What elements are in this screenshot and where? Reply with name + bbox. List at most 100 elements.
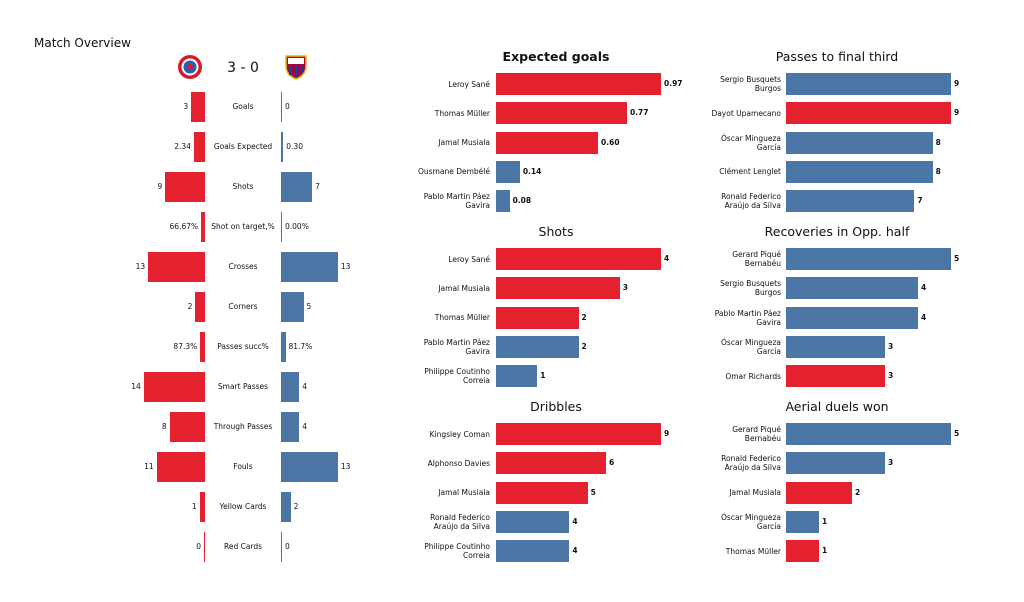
player-name: Óscar Mingueza García <box>721 512 781 531</box>
value-label: 9 <box>664 429 670 438</box>
stat-bar <box>165 172 205 202</box>
player-name: Ronald Federico Araújo da Silva <box>721 454 781 473</box>
stat-value: 3 <box>183 102 189 111</box>
stat-value: 14 <box>131 382 141 391</box>
value-label: 2 <box>581 312 587 322</box>
player-name: Sergio Busquets Burgos <box>720 279 781 298</box>
value-label: 3 <box>888 371 894 381</box>
value-label: 2 <box>581 341 587 351</box>
bar <box>786 131 933 154</box>
stat-value: 66.67% <box>169 222 199 231</box>
stat-bar <box>169 412 205 442</box>
player-name: Leroy Sané <box>448 79 490 89</box>
stat-bar <box>204 532 205 562</box>
player-name: Óscar Mingueza García <box>721 337 781 356</box>
bar <box>496 306 579 329</box>
stat-value: 87.3% <box>173 342 198 351</box>
player-name: Pablo Martin Páez Gavira <box>423 337 490 356</box>
bar <box>496 248 661 270</box>
value-label: 6 <box>609 458 615 468</box>
player-name: Jamal Musiala <box>729 488 781 498</box>
bar <box>786 190 915 213</box>
stat-label: Corners <box>228 302 258 311</box>
player-name: Philippe Coutinho Correia <box>424 367 490 386</box>
score: 3 - 0 <box>227 60 259 76</box>
page-title: Match Overview <box>34 36 131 50</box>
value-label: 1 <box>540 371 546 381</box>
bar <box>496 423 661 445</box>
bar <box>496 131 599 154</box>
stat-value: 1 <box>191 502 197 511</box>
bar <box>786 510 819 533</box>
stat-label: Fouls <box>233 462 253 471</box>
bar <box>786 306 918 329</box>
stat-label: Shot on target,% <box>211 222 275 231</box>
chart-title: Dribbles <box>530 399 582 414</box>
player-name: Omar Richards <box>725 371 781 381</box>
value-label: 4 <box>572 546 578 556</box>
value-label: 3 <box>888 341 894 351</box>
stat-bar <box>201 212 205 242</box>
stat-bar <box>195 292 205 322</box>
value-label: 5 <box>954 254 960 263</box>
stat-bar <box>281 132 284 162</box>
stat-bar <box>281 172 313 202</box>
stat-bar <box>281 252 338 282</box>
stat-bar <box>281 492 291 522</box>
stat-value: 8 <box>161 422 167 431</box>
value-label: 0.77 <box>629 108 649 118</box>
stat-label: Goals Expected <box>213 142 273 151</box>
stat-bar <box>281 292 304 322</box>
chart-title: Aerial duels won <box>785 399 889 414</box>
stat-label: Passes succ% <box>217 342 269 351</box>
bar <box>496 481 588 504</box>
stat-value: 2.34 <box>174 142 191 151</box>
bar <box>786 540 819 563</box>
player-name: Gerard Piqué Bernabéu <box>732 425 781 443</box>
stat-value: 0 <box>285 542 290 551</box>
player-name: Gerard Piqué Bernabéu <box>732 250 781 268</box>
value-label: 2 <box>855 487 861 497</box>
player-name: Philippe Coutinho Correia <box>424 542 490 561</box>
stat-value: 13 <box>340 262 351 271</box>
stat-value: 0.00% <box>285 222 309 231</box>
stat-value: 0 <box>196 542 201 551</box>
bar <box>496 102 627 125</box>
stat-bar <box>281 532 282 562</box>
value-label: 4 <box>664 254 670 263</box>
stat-bar <box>193 132 205 162</box>
stat-bar <box>281 452 338 482</box>
stat-value: 4 <box>302 382 307 391</box>
value-label: 0.08 <box>512 196 532 206</box>
bar <box>786 452 885 475</box>
player-name: Thomas Müller <box>434 108 490 118</box>
player-name: Leroy Sané <box>448 254 490 264</box>
stat-bar <box>281 372 300 402</box>
player-name: Sergio Busquets Burgos <box>720 75 781 93</box>
chart-title: Recoveries in Opp. half <box>764 224 910 239</box>
chart-title: Passes to final third <box>775 49 899 64</box>
stat-bar <box>281 92 282 122</box>
player-name: Thomas Müller <box>434 313 490 323</box>
value-label: 5 <box>954 429 960 438</box>
player-name: Jamal Musiala <box>438 138 490 148</box>
player-name: Clément Lenglet <box>719 167 781 177</box>
home-logo <box>178 55 202 79</box>
value-label: 0.14 <box>522 166 542 176</box>
bar <box>786 335 885 358</box>
bar <box>496 190 510 213</box>
player-name: Ousmane Dembélé <box>418 167 490 177</box>
value-label: 4 <box>572 516 578 526</box>
stat-value: 13 <box>135 262 146 271</box>
stat-value: 81.7% <box>288 342 313 351</box>
bar <box>786 73 951 95</box>
player-name: Jamal Musiala <box>438 488 490 498</box>
stat-value: 2 <box>293 502 299 511</box>
stat-value: 0.30 <box>286 142 303 151</box>
stat-label: Crosses <box>228 262 258 271</box>
stat-bar <box>281 412 300 442</box>
stat-bar <box>156 452 205 482</box>
player-name: Alphonso Davies <box>427 458 490 468</box>
stat-value: 0 <box>285 102 290 111</box>
